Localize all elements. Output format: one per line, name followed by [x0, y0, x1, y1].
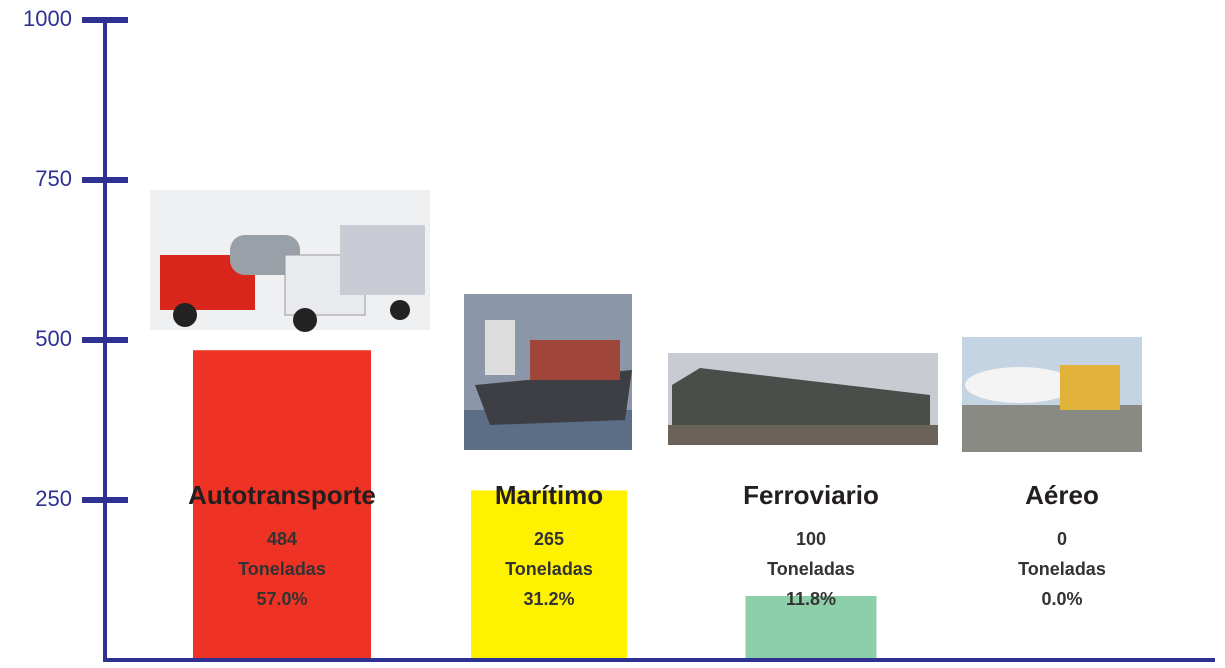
category-label: Aéreo: [1025, 480, 1099, 510]
ship-picture: [464, 294, 632, 450]
category-label: Marítimo: [495, 480, 603, 510]
category-label: Autotransporte: [188, 480, 376, 510]
unit-label: Toneladas: [238, 559, 326, 579]
plot-area: 2505007501000Autotransporte484Toneladas5…: [23, 6, 1215, 662]
plane-picture: [962, 337, 1142, 452]
share-label: 57.0%: [256, 589, 307, 609]
value-label: 0: [1057, 529, 1067, 549]
truck-picture: [150, 190, 430, 332]
y-tick-label: 750: [35, 166, 72, 191]
unit-label: Toneladas: [505, 559, 593, 579]
share-label: 11.8%: [786, 589, 836, 609]
value-label: 265: [534, 529, 564, 549]
value-label: 484: [267, 529, 297, 549]
bar: [471, 490, 627, 660]
train-picture: [668, 353, 938, 445]
share-label: 31.2%: [523, 589, 574, 609]
unit-label: Toneladas: [1018, 559, 1106, 579]
y-tick-label: 250: [35, 486, 72, 511]
y-tick-label: 500: [35, 326, 72, 351]
unit-label: Toneladas: [767, 559, 855, 579]
value-label: 100: [796, 529, 826, 549]
y-tick-label: 1000: [23, 6, 72, 31]
share-label: 0.0%: [1041, 589, 1082, 609]
bar: [745, 596, 877, 660]
category-label: Ferroviario: [743, 480, 879, 510]
bar: [193, 350, 371, 660]
